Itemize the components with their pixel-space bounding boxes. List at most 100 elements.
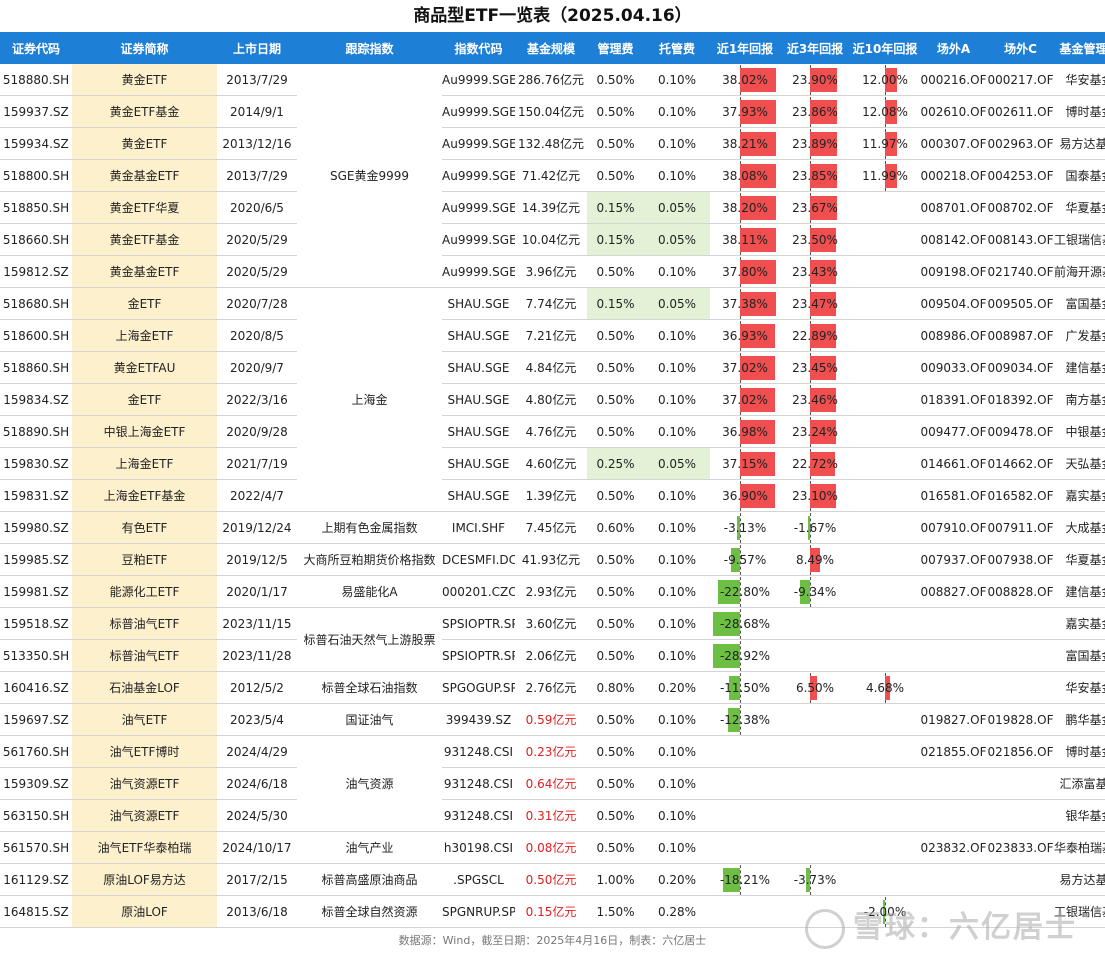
tracking-index-cell: 标普高盛原油商品	[297, 863, 442, 896]
security-name-cell: 黄金基金ETF	[72, 255, 217, 288]
index-code-cell: SPGOGUP.SPI	[442, 671, 515, 704]
fund-manager-cell: 建信基金	[1054, 351, 1105, 384]
fund-size-cell: 4.84亿元	[515, 351, 587, 384]
return-value-label: 37.15%	[722, 456, 768, 471]
return-bar-box	[780, 833, 850, 863]
security-code-cell: 518890.SH	[0, 415, 72, 448]
management-fee-cell: 0.60%	[587, 511, 644, 544]
custody-fee-cell: 0.10%	[644, 607, 710, 640]
management-fee-cell: 0.50%	[587, 735, 644, 768]
return-r1-cell: 38.02%	[710, 64, 780, 96]
otc-c-code-cell: 018392.OF	[987, 383, 1054, 416]
security-name-cell: 石油基金LOF	[72, 671, 217, 704]
return-r3-cell	[780, 607, 850, 640]
return-bar	[810, 675, 818, 700]
table-row: 164815.SZ 原油LOF 2013/6/18 标普全球自然资源 SPGNRUP.S…	[0, 895, 1105, 928]
index-code-cell: SHAU.SGE	[442, 383, 515, 416]
table-row: 159518.SZ 标普油气ETF 2023/11/15 标普石油天然气上游股票 SPS…	[0, 607, 1105, 672]
return-r10-cell	[850, 767, 920, 800]
listing-date-cell: 2020/6/5	[217, 191, 297, 224]
return-bar	[740, 451, 776, 476]
otc-a-code-cell: 007910.OF	[920, 511, 987, 544]
return-r3-cell	[780, 735, 850, 768]
management-fee-cell: 0.15%	[587, 287, 644, 320]
return-bar-box: -28.68%	[710, 608, 780, 639]
index-code-cell: 000201.CZC	[442, 575, 515, 608]
custody-fee-cell: 0.10%	[644, 831, 710, 864]
fund-size-cell: 7.45亿元	[515, 511, 587, 544]
column-header: 指数代码	[442, 32, 515, 64]
return-bar-box: 12.00%	[850, 64, 920, 95]
return-bar-box	[780, 737, 850, 767]
security-code-cell: 561760.SH	[0, 735, 72, 768]
otc-c-code-cell: 009034.OF	[987, 351, 1054, 384]
return-bar-box: 11.99%	[850, 160, 920, 191]
return-r3-cell: 23.43%	[780, 255, 850, 288]
otc-a-code-cell: 021855.OF	[920, 735, 987, 768]
index-code-cell: Au9999.SGE	[442, 159, 515, 192]
return-r3-cell: 23.50%	[780, 223, 850, 256]
listing-date-cell: 2020/8/5	[217, 319, 297, 352]
otc-a-code-cell: 009033.OF	[920, 351, 987, 384]
listing-date-cell: 2020/9/7	[217, 351, 297, 384]
return-r10-cell	[850, 799, 920, 832]
column-header: 近10年回报	[850, 32, 920, 64]
otc-c-code-cell	[987, 767, 1054, 800]
column-header: 证券代码	[0, 32, 72, 64]
return-bar	[740, 227, 777, 252]
return-axis-line	[810, 864, 811, 895]
return-value-label: 38.08%	[722, 168, 768, 183]
watermark: 雪球：六亿居士	[805, 902, 1077, 949]
listing-date-cell: 2023/5/4	[217, 703, 297, 736]
tracking-index-cell: 大商所豆粕期货价格指数	[297, 543, 442, 576]
fund-size-cell: 0.23亿元	[515, 735, 587, 768]
return-value-label: -18.21%	[719, 872, 771, 887]
security-name-cell: 标普油气ETF	[72, 607, 217, 640]
return-r3-cell: 23.24%	[780, 415, 850, 448]
otc-c-code-cell: 009478.OF	[987, 415, 1054, 448]
return-bar-box	[850, 865, 920, 895]
return-bar	[740, 131, 777, 156]
custody-fee-cell: 0.20%	[644, 863, 710, 896]
otc-a-code-cell	[920, 767, 987, 800]
index-code-cell: 931248.CSI	[442, 735, 515, 768]
return-bar-box: -28.92%	[710, 640, 780, 671]
return-r10-cell: 11.97%	[850, 127, 920, 160]
footer-source: 数据源：Wind，截至日期：2025年4月16日，制表：六亿居士	[398, 934, 707, 947]
fund-size-cell: 41.93亿元	[515, 543, 587, 576]
index-code-cell: SHAU.SGE	[442, 351, 515, 384]
return-bar-box: -18.21%	[710, 864, 780, 895]
return-bar-box: -3.73%	[780, 864, 850, 895]
security-code-cell: 513350.SH	[0, 639, 72, 672]
security-code-cell: 561570.SH	[0, 831, 72, 864]
index-code-cell: SHAU.SGE	[442, 479, 515, 512]
table-row: 159697.SZ 油气ETF 2023/5/4 国证油气 399439.SZ 0.59亿…	[0, 703, 1105, 736]
return-bar-box	[850, 513, 920, 543]
return-r3-cell	[780, 767, 850, 800]
return-bar	[810, 355, 837, 380]
return-bar	[712, 643, 740, 668]
index-code-cell: SHAU.SGE	[442, 447, 515, 480]
table-row: 518680.SH 金ETF 2020/7/28 上海金 SHAU.SGE 7.74亿元 0…	[0, 287, 1105, 512]
management-fee-cell: 0.50%	[587, 703, 644, 736]
return-value-label: 23.24%	[792, 424, 838, 439]
return-bar	[885, 675, 890, 700]
return-r10-cell	[850, 543, 920, 576]
return-value-label: 23.67%	[792, 200, 838, 215]
management-fee-cell: 0.50%	[587, 383, 644, 416]
return-r1-cell: 38.20%	[710, 191, 780, 224]
index-code-cell: Au9999.SGE	[442, 223, 515, 256]
management-fee-cell: 0.50%	[587, 479, 644, 512]
return-r3-cell: 6.50%	[780, 671, 850, 704]
listing-date-cell: 2022/3/16	[217, 383, 297, 416]
column-header: 托管费	[644, 32, 710, 64]
otc-a-code-cell: 008827.OF	[920, 575, 987, 608]
return-bar-box	[710, 897, 780, 927]
otc-a-code-cell	[920, 671, 987, 704]
column-header: 基金规模	[515, 32, 587, 64]
fund-size-cell: 0.15亿元	[515, 895, 587, 928]
return-value-label: 37.80%	[722, 264, 768, 279]
return-value-label: 36.93%	[722, 328, 768, 343]
index-code-cell: SPGNRUP.SPI	[442, 895, 515, 928]
fund-manager-cell: 嘉实基金	[1054, 607, 1105, 640]
